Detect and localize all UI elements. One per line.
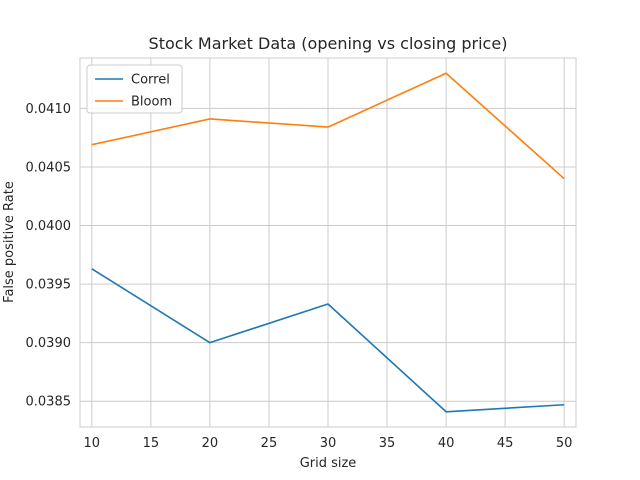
y-axis-label: False positive Rate — [2, 181, 17, 303]
x-tick-label: 20 — [202, 436, 219, 451]
x-tick-labels: 10 15 20 25 30 35 40 45 50 — [84, 436, 573, 451]
x-tick-label: 15 — [143, 436, 160, 451]
x-tick-label: 10 — [84, 436, 101, 451]
y-tick-label: 0.0395 — [26, 278, 72, 293]
x-tick-label: 45 — [497, 436, 514, 451]
series-line-correl — [91, 268, 565, 413]
y-tick-labels: 0.0385 0.0390 0.0395 0.0400 0.0405 0.0410 — [26, 102, 72, 410]
y-tick-label: 0.0390 — [26, 336, 72, 351]
legend-label-bloom: Bloom — [131, 95, 172, 110]
x-tick-label: 40 — [438, 436, 455, 451]
y-tick-label: 0.0410 — [26, 102, 72, 117]
x-tick-label: 50 — [556, 436, 573, 451]
legend-label-correl: Correl — [131, 73, 170, 88]
x-tick-label: 35 — [379, 436, 396, 451]
legend: Correl Bloom — [86, 64, 183, 114]
y-tick-label: 0.0385 — [26, 395, 72, 410]
plot-area-border — [79, 57, 577, 428]
series-lines — [91, 72, 565, 413]
x-tick-label: 25 — [261, 436, 278, 451]
chart-title: Stock Market Data (opening vs closing pr… — [149, 34, 508, 53]
plot-frame — [79, 57, 577, 428]
x-tick-label: 30 — [320, 436, 337, 451]
series-line-bloom — [91, 72, 565, 180]
y-tick-label: 0.0400 — [26, 219, 72, 234]
x-axis-label: Grid size — [300, 456, 357, 471]
y-tick-label: 0.0405 — [26, 160, 72, 175]
